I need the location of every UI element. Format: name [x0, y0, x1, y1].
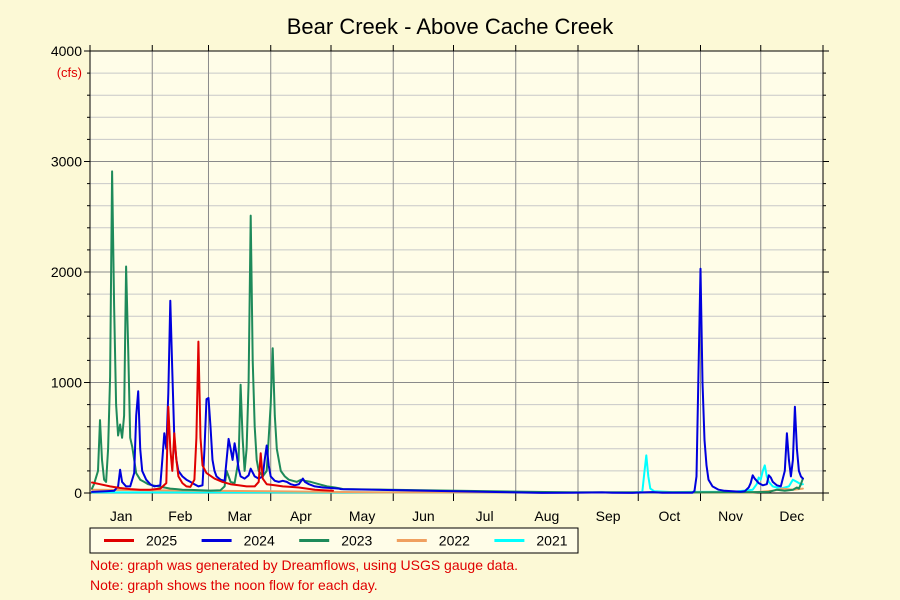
legend-label-2021: 2021 — [536, 533, 567, 549]
x-tick-label: Nov — [718, 508, 743, 524]
series-lines — [91, 170, 804, 494]
x-tick-label: Feb — [168, 508, 192, 524]
y-tick-label: 2000 — [51, 264, 82, 280]
x-tick-label: Apr — [290, 508, 312, 524]
y-tick-label: 3000 — [51, 154, 82, 170]
x-tick-label: Mar — [228, 508, 252, 524]
x-tick-label: Sep — [596, 508, 621, 524]
note-gauge-source: Note: graph was generated by Dreamflows,… — [90, 557, 519, 573]
legend-label-2023: 2023 — [341, 533, 372, 549]
y-unit-label: (cfs) — [57, 65, 82, 80]
y-tick-label: 0 — [74, 485, 82, 501]
x-tick-label: Jul — [476, 508, 494, 524]
x-tick-label: May — [349, 508, 375, 524]
y-tick-label: 4000 — [51, 43, 82, 59]
legend-label-2022: 2022 — [439, 533, 470, 549]
legend-label-2024: 2024 — [244, 533, 275, 549]
note-noon-flow: Note: graph shows the noon flow for each… — [90, 577, 378, 593]
axes: 0 1000 2000 3000 4000 Jan Feb Mar Apr May Jun Jul Au… — [51, 43, 829, 524]
x-tick-label: Aug — [534, 508, 559, 524]
legend-label-2025: 2025 — [146, 533, 177, 549]
x-tick-label: Jan — [110, 508, 133, 524]
chart-title: Bear Creek - Above Cache Creek — [287, 14, 614, 39]
legend: 2025 2024 2023 2022 2021 — [89, 527, 579, 554]
series-line-2025 — [91, 340, 334, 492]
x-tick-label: Dec — [779, 508, 804, 524]
x-tick-label: Jun — [412, 508, 435, 524]
y-tick-label: 1000 — [51, 375, 82, 391]
x-tick-label: Oct — [658, 508, 680, 524]
